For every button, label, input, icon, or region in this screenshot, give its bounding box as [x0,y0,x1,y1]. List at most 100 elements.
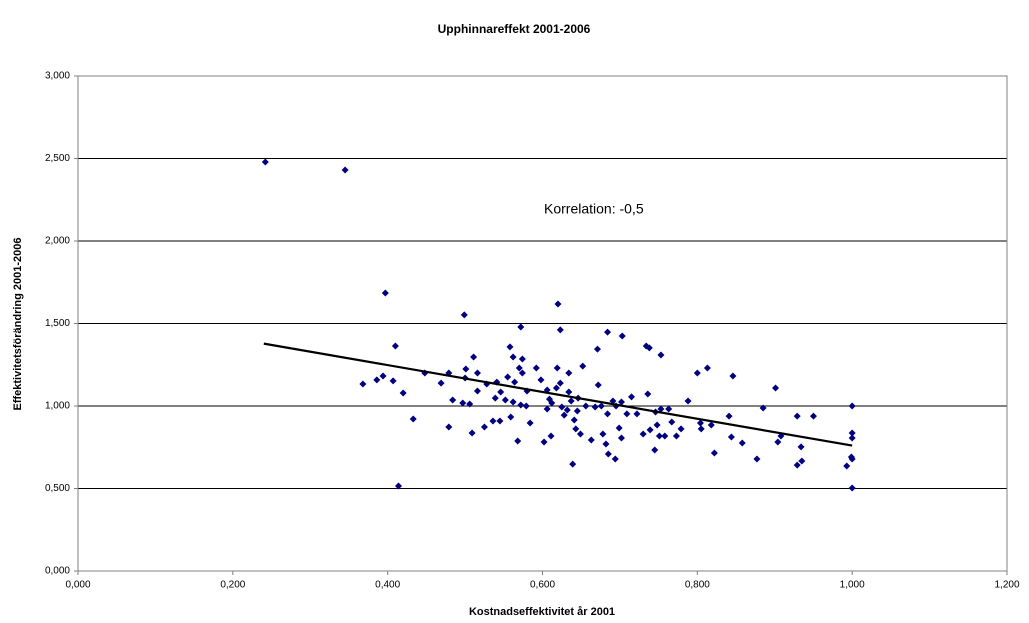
x-tick-label: 0,200 [220,580,245,591]
point [409,415,417,423]
point [558,403,566,411]
point [459,399,467,407]
point [617,434,625,442]
point [569,460,577,468]
point [480,423,488,431]
point [703,364,711,372]
x-tick-label: 0,400 [375,580,400,591]
point [389,377,397,385]
point [843,462,851,470]
point [554,300,562,308]
point [507,413,515,421]
point [473,387,481,395]
y-axis-label: Effektivitetsförändring 2001-2006 [12,237,24,410]
plot-border [77,75,1008,572]
point [684,397,692,405]
point [602,440,610,448]
point [532,364,540,372]
point [576,430,584,438]
point [597,402,605,410]
point [653,421,661,429]
point [552,384,560,392]
point [381,289,389,297]
point [628,393,636,401]
point [665,405,673,413]
point [604,328,612,336]
point [449,396,457,404]
point [617,398,625,406]
chart-title: Upphinnareffekt 2001-2006 [438,22,591,36]
point [517,401,525,409]
point [511,378,519,386]
point [526,419,534,427]
point [489,417,497,425]
point [591,403,599,411]
point [655,432,663,440]
point [570,416,578,424]
point [587,436,595,444]
point [707,421,715,429]
point [657,405,665,413]
point [646,426,654,434]
point [774,438,782,446]
point [793,461,801,469]
y-tick-label: 0,000 [45,566,70,577]
point [572,425,580,433]
point [548,399,556,407]
point [753,455,761,463]
point [556,379,564,387]
point [567,397,575,405]
point [644,390,652,398]
y-tick-label: 2,500 [45,153,70,164]
point [261,158,269,166]
y-tick-label: 2,000 [45,236,70,247]
point [738,439,746,447]
point [710,449,718,457]
point [579,362,587,370]
point [556,326,564,334]
point [399,389,407,397]
point [594,381,602,389]
point [725,412,733,420]
point [517,323,525,331]
point [504,373,512,381]
point [696,419,704,427]
point [615,424,623,432]
y-tick-label: 1,000 [45,401,70,412]
trendline [263,342,853,447]
x-tick-label: 1,000 [840,580,865,591]
x-tick-label: 1,200 [994,580,1019,591]
point [611,455,619,463]
point [604,450,612,458]
point [848,402,856,410]
point [547,432,555,440]
point [604,410,612,418]
point [618,332,626,340]
point [809,412,817,420]
point [599,430,607,438]
point [661,432,669,440]
point [373,376,381,384]
point [697,425,705,433]
point [573,407,581,415]
point [445,423,453,431]
point [379,372,387,380]
x-tick-label: 0,000 [65,580,90,591]
point [553,364,561,372]
point [462,365,470,373]
point [506,343,514,351]
point [515,364,523,372]
point [565,369,573,377]
point [848,484,856,492]
x-tick-label: 0,800 [685,580,710,591]
point [437,379,445,387]
x-axis-label: Kostnadseffektivitet år 2001 [469,606,615,618]
point [468,429,476,437]
point [657,351,665,359]
point [509,398,517,406]
y-tick-label: 3,000 [45,71,70,82]
point [341,166,349,174]
point [772,384,780,392]
point [518,355,526,363]
